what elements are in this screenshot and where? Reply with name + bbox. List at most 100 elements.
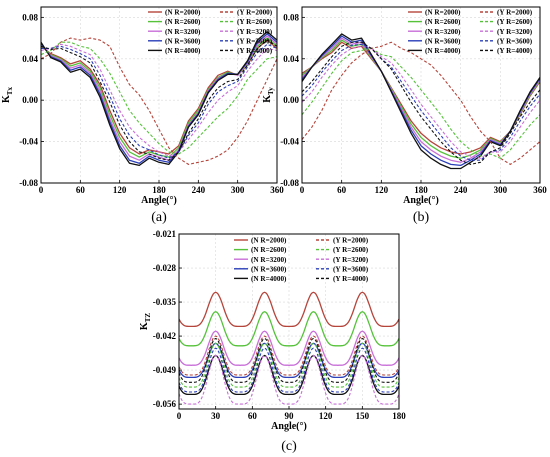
x-tick-label: 0 bbox=[300, 185, 305, 195]
x-tick-label: 30 bbox=[211, 411, 221, 421]
legend-entry: (Y R=3600) bbox=[333, 265, 369, 273]
legend-entry: (N R=3200) bbox=[425, 28, 461, 36]
legend-entry: (N R=3200) bbox=[251, 256, 287, 264]
legend-entry: (N R=3600) bbox=[165, 37, 201, 45]
legend-entry: (N R=2600) bbox=[251, 246, 287, 254]
panel-label: (c) bbox=[281, 439, 297, 454]
series-line-10 bbox=[40, 39, 278, 161]
series-line-2 bbox=[178, 311, 400, 347]
chart-panel-2: 0 60 120 180 240 300 360-0.08-0.040.000.040.08… bbox=[262, 6, 547, 225]
y-tick-label: -0.056 bbox=[153, 399, 177, 409]
y-tick-label: -0.08 bbox=[19, 178, 38, 188]
legend-entry: (N R=3200) bbox=[165, 28, 201, 36]
legend: (N R=2000)(N R=2600) (N R=3200)(N R=3600)… bbox=[408, 9, 533, 55]
legend-entry: (Y R=2600) bbox=[497, 18, 533, 26]
chart-panel-1: 0 60 120 180 240 300 360 -0.08 -0.04 0.00 0.04 0.08… bbox=[1, 6, 284, 225]
legend-entry: (Y R=3200) bbox=[497, 28, 533, 36]
y-tick-label: 0.08 bbox=[283, 12, 299, 22]
y-tick-label: -0.04 bbox=[19, 137, 38, 147]
chart-panel-3: 0 30 60 90 120 150 180 -0.021 -0.028 -0.035 -0.042… bbox=[139, 229, 406, 454]
legend-entry: (N R=4000) bbox=[251, 275, 287, 283]
x-axis-label: Angle(°) bbox=[403, 195, 439, 206]
series-line-8 bbox=[178, 354, 400, 405]
series-line-6 bbox=[40, 37, 278, 165]
series-line-1 bbox=[301, 41, 541, 155]
series-line-9 bbox=[178, 347, 400, 393]
x-tick-label: 150 bbox=[356, 411, 370, 421]
series-line-8 bbox=[301, 45, 541, 159]
x-tick-label: 180 bbox=[152, 185, 166, 195]
legend-entry: (N R=3600) bbox=[251, 265, 287, 273]
y-tick-label: 0.08 bbox=[22, 12, 38, 22]
x-tick-label: 60 bbox=[76, 185, 86, 195]
x-tick-label: 60 bbox=[248, 411, 258, 421]
legend-entry: (Y R=4000) bbox=[497, 47, 533, 55]
x-tick-label: 300 bbox=[231, 185, 245, 195]
series-line-9 bbox=[41, 43, 278, 159]
y-tick-label: -0.028 bbox=[153, 263, 177, 273]
legend: (N R=2000)(N R=2600) (N R=3200)(N R=3600)… bbox=[148, 9, 273, 55]
y-tick-label: -0.035 bbox=[153, 297, 177, 307]
y-tick-label: 0.04 bbox=[22, 54, 38, 64]
x-tick-label: 120 bbox=[113, 185, 127, 195]
y-tick-label: -0.021 bbox=[153, 229, 177, 239]
legend-entry: (Y R=4000) bbox=[333, 275, 369, 283]
x-tick-label: 180 bbox=[392, 411, 406, 421]
y-tick-label: 0.04 bbox=[283, 54, 299, 64]
legend-entry: (N R=2000) bbox=[251, 237, 287, 245]
x-tick-label: 240 bbox=[192, 185, 206, 195]
series-line-8 bbox=[40, 43, 278, 157]
legend-entry: (N R=2600) bbox=[425, 18, 461, 26]
legend-entry: (Y R=4000) bbox=[237, 47, 273, 55]
series-line-10 bbox=[301, 41, 541, 165]
series-line-5 bbox=[40, 31, 278, 167]
x-tick-label: 360 bbox=[270, 185, 284, 195]
panel-label: (a) bbox=[151, 210, 167, 225]
x-axis-label: Angle(°) bbox=[271, 421, 307, 432]
legend-entry: (Y R=3600) bbox=[237, 37, 273, 45]
legend-entry: (Y R=2000) bbox=[333, 237, 369, 245]
legend-entry: (Y R=2600) bbox=[333, 246, 369, 254]
legend-entry: (Y R=3600) bbox=[497, 37, 533, 45]
x-tick-label: 120 bbox=[319, 411, 333, 421]
series-line-1 bbox=[178, 291, 400, 328]
legend-entry: (N R=2600) bbox=[165, 18, 201, 26]
legend-entry: (Y R=3200) bbox=[237, 28, 273, 36]
x-tick-label: 120 bbox=[375, 185, 389, 195]
series-line-7 bbox=[40, 41, 278, 155]
legend-entry: (N R=2000) bbox=[425, 9, 461, 17]
y-axis-label: KTx bbox=[1, 87, 14, 103]
legend-entry: (Y R=2000) bbox=[237, 9, 273, 17]
series-line-10 bbox=[178, 337, 400, 383]
legend-entry: (Y R=2000) bbox=[497, 9, 533, 17]
y-axis-label: KTZ bbox=[139, 313, 152, 330]
series-line-3 bbox=[40, 35, 278, 161]
y-axis-label: KTy bbox=[262, 87, 275, 103]
legend-entry: (N R=3600) bbox=[425, 37, 461, 45]
legend-entry: (N R=4000) bbox=[165, 47, 201, 55]
series-line-9 bbox=[301, 43, 541, 161]
series-line-7 bbox=[301, 47, 541, 159]
legend-entry: (N R=2000) bbox=[165, 9, 201, 17]
series-line-5 bbox=[301, 33, 541, 170]
y-tick-label: 0.00 bbox=[283, 95, 299, 105]
y-tick-label: 0.00 bbox=[22, 95, 38, 105]
series-line-7 bbox=[178, 342, 400, 388]
series-line-6 bbox=[178, 335, 400, 376]
legend-entry: (Y R=2600) bbox=[237, 18, 273, 26]
x-tick-label: 0 bbox=[177, 411, 182, 421]
series-line-6 bbox=[301, 41, 541, 165]
x-tick-label: 60 bbox=[337, 185, 347, 195]
x-tick-label: 300 bbox=[494, 185, 508, 195]
y-tick-label: -0.042 bbox=[153, 331, 177, 341]
x-tick-label: 180 bbox=[414, 185, 428, 195]
x-tick-label: 90 bbox=[285, 411, 295, 421]
x-axis-label: Angle(°) bbox=[141, 195, 177, 206]
legend-entry: (Y R=3200) bbox=[333, 256, 369, 264]
x-tick-label: 0 bbox=[39, 185, 44, 195]
y-tick-label: -0.04 bbox=[280, 137, 299, 147]
legend: (N R=2000)(N R=2600) (N R=3200)(N R=3600)… bbox=[234, 237, 369, 283]
x-tick-label: 360 bbox=[533, 185, 547, 195]
y-tick-label: -0.08 bbox=[280, 178, 299, 188]
